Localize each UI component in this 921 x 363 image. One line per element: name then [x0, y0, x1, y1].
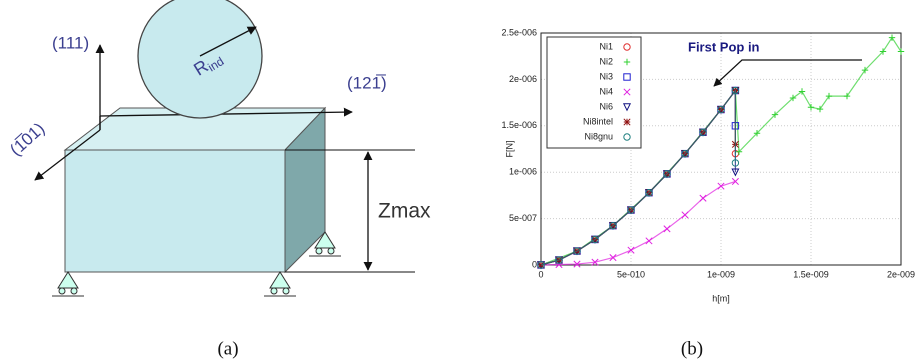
x-tick-label: 2e-009: [887, 269, 915, 279]
marker: [591, 235, 599, 244]
axis-label: (121̅): [347, 73, 387, 92]
marker: [798, 88, 806, 95]
marker: [623, 133, 631, 141]
marker: [663, 170, 671, 178]
marker: [623, 73, 631, 81]
marker: [753, 130, 761, 137]
marker: [771, 111, 779, 118]
marker: [861, 66, 869, 74]
y-tick-label: 1e-006: [509, 167, 537, 177]
marker: [609, 221, 617, 230]
legend-label: Ni3: [599, 71, 613, 81]
x-tick-label: 5e-010: [617, 269, 645, 279]
legend-label: Ni8intel: [583, 116, 613, 126]
marker: [717, 182, 725, 190]
x-tick-label: 1e-009: [707, 269, 735, 279]
diagram: (111) (121̅) (1̅01) Rind Zmax: [6, 0, 431, 297]
legend-label: Ni1: [599, 41, 613, 51]
marker: [735, 148, 743, 155]
marker: [681, 211, 689, 219]
marker: [609, 254, 617, 262]
axis-arrow: [99, 107, 353, 117]
legend-label: Ni2: [599, 56, 613, 66]
marker: [731, 168, 740, 177]
marker: [879, 48, 887, 55]
radius-arrow: [199, 26, 257, 57]
x-tick-label: 0: [538, 269, 543, 279]
marker: [573, 247, 581, 255]
marker: [627, 246, 635, 254]
y-tick-label: 2e-006: [509, 74, 537, 84]
annotation-arrow: [713, 59, 862, 87]
marker: [699, 128, 707, 136]
marker: [717, 105, 725, 114]
y-tick-label: 2.5e-006: [501, 27, 537, 37]
marker: [789, 94, 797, 102]
x-tick-label: 1.5e-009: [793, 269, 829, 279]
box-front: [64, 149, 286, 273]
y-axis-label: F[N]: [504, 141, 514, 158]
marker: [888, 34, 896, 41]
marker: [537, 261, 545, 269]
caption: (a): [217, 338, 238, 359]
marker: [699, 194, 707, 202]
marker: [731, 86, 740, 95]
indenter: [137, 0, 263, 119]
marker: [623, 118, 631, 126]
supports: [52, 231, 341, 297]
marker: [807, 104, 815, 111]
series-line: [540, 88, 736, 266]
marker: [731, 177, 739, 186]
axis-arrow: [34, 129, 101, 181]
marker: [645, 237, 653, 245]
marker: [843, 92, 851, 100]
axis-label: (1̅01): [6, 119, 48, 160]
marker: [623, 58, 631, 66]
annotation: First Pop in: [688, 39, 760, 54]
caption: (b): [681, 338, 703, 359]
depth-label: Zmax: [378, 200, 431, 223]
y-tick-label: 1.5e-006: [501, 120, 537, 130]
y-tick-label: 0: [532, 259, 537, 269]
marker: [623, 43, 631, 51]
marker: [825, 92, 833, 100]
marker: [663, 225, 671, 233]
chart: 0 5e-007 1e-006 1.5e-006 2e-006 2.5e-006 0 5e-0…: [501, 27, 915, 303]
marker: [555, 256, 563, 264]
marker: [681, 149, 689, 158]
legend-box: [546, 36, 642, 149]
legend-label: Ni8gnu: [584, 131, 613, 141]
marker: [627, 206, 635, 214]
x-axis-label: h[m]: [712, 293, 730, 303]
marker: [816, 105, 824, 113]
marker: [573, 260, 581, 268]
marker: [623, 88, 631, 96]
marker: [622, 103, 632, 112]
marker: [731, 159, 740, 167]
axis-label: (111): [52, 33, 89, 52]
legend-label: Ni4: [599, 86, 613, 96]
y-tick-label: 5e-007: [509, 213, 537, 223]
series-line: [540, 180, 736, 266]
marker: [645, 189, 653, 197]
marker: [897, 48, 905, 55]
marker: [591, 258, 599, 266]
plot-frame: [540, 32, 902, 266]
legend-label: Ni6: [599, 101, 613, 111]
